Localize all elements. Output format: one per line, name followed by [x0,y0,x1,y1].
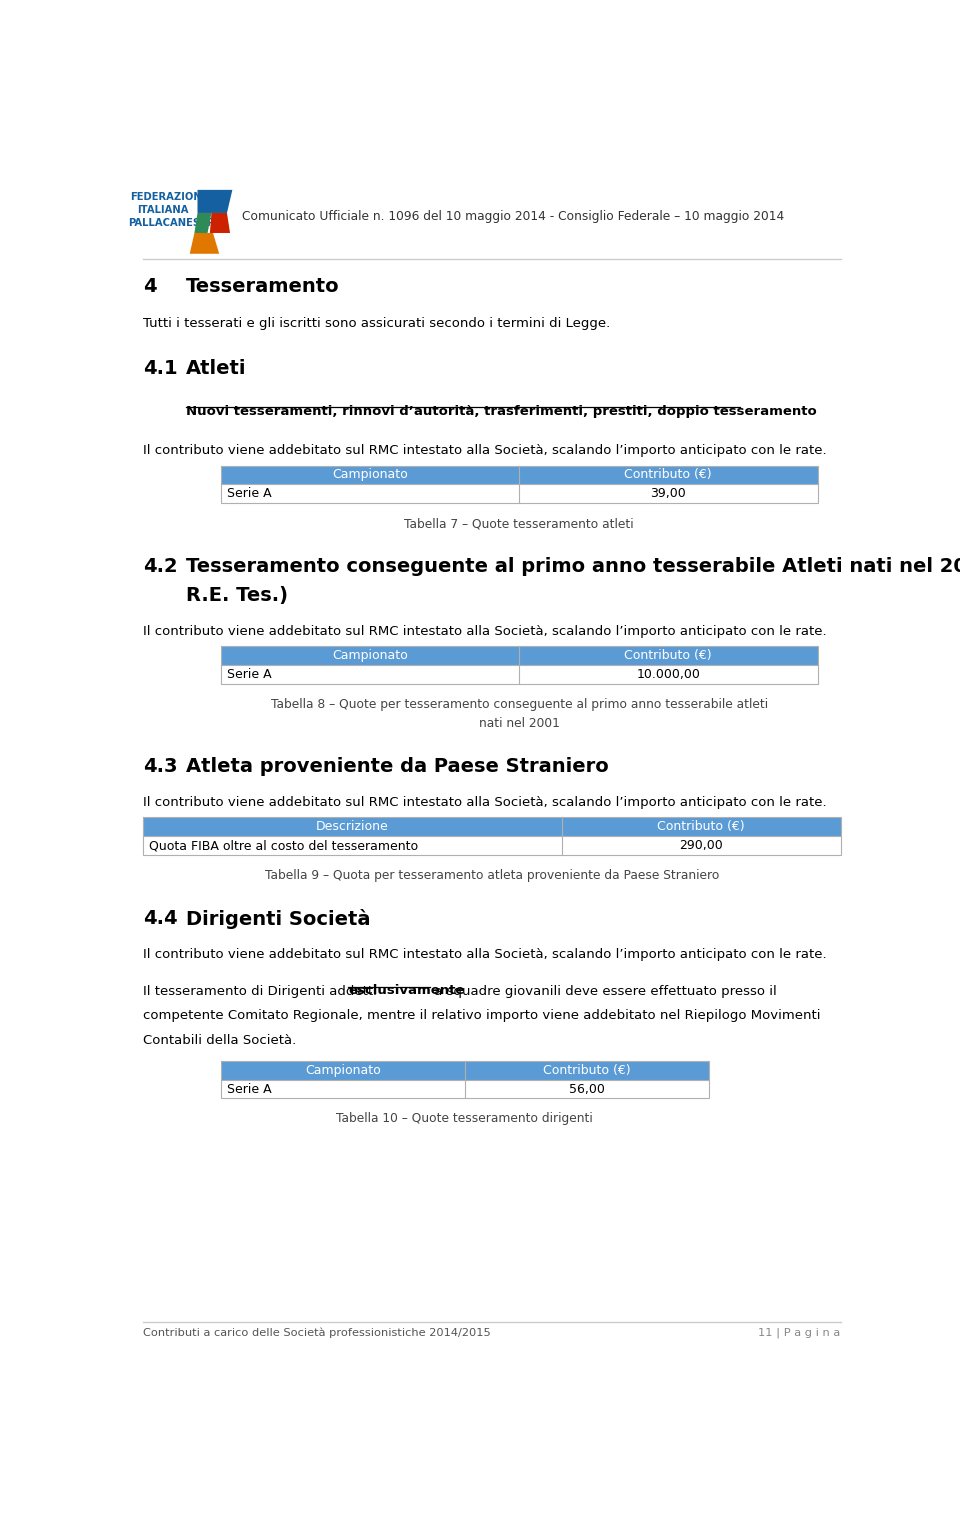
Bar [143,817,841,855]
Text: Contributo (€): Contributo (€) [625,650,712,662]
Text: Serie A: Serie A [227,668,272,682]
Text: Il tesseramento di Dirigenti addetti: Il tesseramento di Dirigenti addetti [143,985,381,997]
Text: Tabella 7 – Quote tesseramento atleti: Tabella 7 – Quote tesseramento atleti [404,518,634,530]
Text: 56,00: 56,00 [569,1082,605,1096]
Text: Atleta proveniente da Paese Straniero: Atleta proveniente da Paese Straniero [186,757,609,776]
Text: Contributo (€): Contributo (€) [625,469,712,481]
Text: ITALIANA: ITALIANA [137,205,188,216]
Text: esclusivamente: esclusivamente [348,985,465,997]
Text: PALLACANESTRO: PALLACANESTRO [128,219,223,228]
Text: R.E. Tes.): R.E. Tes.) [186,586,288,606]
Text: Tesseramento conseguente al primo anno tesserabile Atleti nati nel 2001 (Art. 19: Tesseramento conseguente al primo anno t… [186,557,960,577]
Text: Campionato: Campionato [305,1064,381,1076]
Text: Il contributo viene addebitato sul RMC intestato alla Società, scalando l’import: Il contributo viene addebitato sul RMC i… [143,443,827,457]
Text: Contributo (€): Contributo (€) [658,820,745,833]
Text: 39,00: 39,00 [651,487,686,501]
Text: Contributo (€): Contributo (€) [543,1064,631,1076]
Bar [221,1061,709,1079]
Bar [221,484,818,504]
Bar [221,647,818,685]
Text: Il contributo viene addebitato sul RMC intestato alla Società, scalando l’import: Il contributo viene addebitato sul RMC i… [143,795,827,809]
Text: Atleti: Atleti [186,360,247,378]
Polygon shape [190,232,219,254]
Text: Il contributo viene addebitato sul RMC intestato alla Società, scalando l’import: Il contributo viene addebitato sul RMC i… [143,947,827,961]
Bar [143,836,841,855]
Text: Quota FIBA oltre al costo del tesseramento: Quota FIBA oltre al costo del tesseramen… [150,839,419,852]
Text: Comunicato Ufficiale n. 1096 del 10 maggio 2014 - Consiglio Federale – 10 maggio: Comunicato Ufficiale n. 1096 del 10 magg… [243,211,784,223]
Text: FEDERAZIONE: FEDERAZIONE [130,193,208,202]
Text: Serie A: Serie A [227,487,272,501]
Bar [221,1061,709,1099]
Text: 4.4: 4.4 [143,909,178,927]
Text: Campionato: Campionato [332,650,408,662]
Bar [221,647,818,665]
Text: Tutti i tesserati e gli iscritti sono assicurati secondo i termini di Legge.: Tutti i tesserati e gli iscritti sono as… [143,317,611,329]
Text: 4.3: 4.3 [143,757,178,776]
Bar [221,466,818,504]
Text: Tabella 9 – Quota per tesseramento atleta proveniente da Paese Straniero: Tabella 9 – Quota per tesseramento atlet… [265,868,719,882]
Text: 4.2: 4.2 [143,557,178,577]
Bar [221,665,818,685]
Bar [221,1079,709,1099]
Text: Campionato: Campionato [332,469,408,481]
Text: 290,00: 290,00 [680,839,723,852]
Bar [143,817,841,836]
Text: competente Comitato Regionale, mentre il relativo importo viene addebitato nel R: competente Comitato Regionale, mentre il… [143,1009,821,1022]
Polygon shape [194,213,211,232]
Text: Il contributo viene addebitato sul RMC intestato alla Società, scalando l’import: Il contributo viene addebitato sul RMC i… [143,625,827,638]
Polygon shape [210,213,230,232]
Text: 11 | P a g i n a: 11 | P a g i n a [758,1328,841,1339]
Text: Nuovi tesseramenti, rinnovi d’autorità, trasferimenti, prestiti, doppio tesseram: Nuovi tesseramenti, rinnovi d’autorità, … [186,405,817,419]
Polygon shape [198,190,232,213]
Text: 10.000,00: 10.000,00 [636,668,700,682]
Text: Tesseramento: Tesseramento [186,276,340,296]
Text: Descrizione: Descrizione [316,820,389,833]
Text: Contributi a carico delle Società professionistiche 2014/2015: Contributi a carico delle Società profes… [143,1328,491,1339]
Text: Contabili della Società.: Contabili della Società. [143,1034,297,1047]
Text: Tabella 10 – Quote tesseramento dirigenti: Tabella 10 – Quote tesseramento dirigent… [337,1113,593,1125]
Text: Serie A: Serie A [227,1082,272,1096]
Text: Tabella 8 – Quote per tesseramento conseguente al primo anno tesserabile atleti: Tabella 8 – Quote per tesseramento conse… [271,698,768,710]
Text: 4: 4 [143,276,156,296]
Text: Dirigenti Società: Dirigenti Società [186,909,371,929]
Bar [221,466,818,484]
Text: nati nel 2001: nati nel 2001 [479,718,560,730]
Text: a squadre giovanili deve essere effettuato presso il: a squadre giovanili deve essere effettua… [430,985,777,997]
Text: 4.1: 4.1 [143,360,178,378]
